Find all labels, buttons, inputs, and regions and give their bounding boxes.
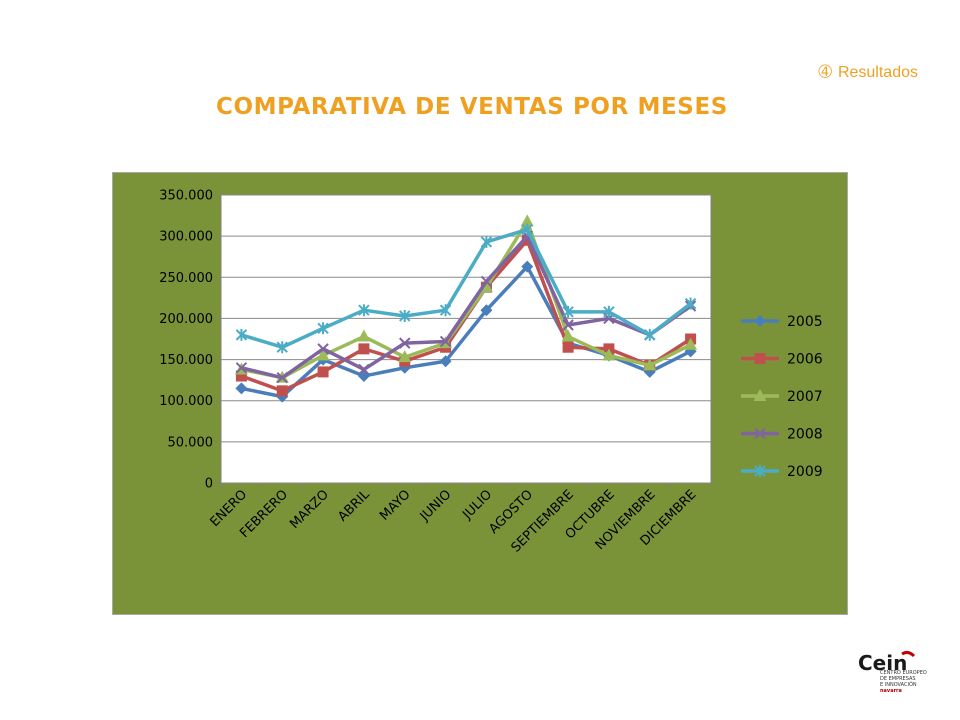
line-chart: 0 50.000 100.000 150.000 200.000 250.000 300.0… <box>159 189 823 556</box>
logo-line1: CENTRO EUROPEO <box>880 670 927 676</box>
data-point-2009 <box>480 235 493 248</box>
y-tick-label: 250.000 <box>159 271 213 286</box>
data-point-2009 <box>521 223 533 236</box>
data-point-2008 <box>317 343 329 355</box>
data-point-2009 <box>439 304 452 317</box>
logo-name: Cein <box>858 651 907 675</box>
chart-area: 0 50.000 100.000 150.000 200.000 250.000 300.0… <box>112 172 848 615</box>
data-point-2008 <box>562 319 574 331</box>
data-point-2006 <box>317 366 329 378</box>
x-tick-label: MARZO <box>287 487 332 532</box>
data-point-2009 <box>684 297 697 310</box>
data-point-2007 <box>520 214 534 227</box>
y-tick-label: 50.000 <box>168 435 214 450</box>
legend-marker-2008 <box>754 427 766 440</box>
data-point-2007 <box>643 358 657 371</box>
data-point-2005 <box>521 260 534 273</box>
legend-marker-2007 <box>753 389 767 401</box>
data-point-2005 <box>235 382 248 395</box>
y-tick-label: 200.000 <box>159 312 213 327</box>
y-tick-label: 350.000 <box>159 189 213 204</box>
data-point-2008 <box>276 371 288 384</box>
data-point-2009 <box>399 309 411 322</box>
x-tick-label: MAYO <box>377 487 413 523</box>
page-title: COMPARATIVA DE VENTAS POR MESES <box>216 94 728 120</box>
data-point-2009 <box>276 341 288 354</box>
y-tick-label: 150.000 <box>159 353 213 368</box>
legend-marker-2005 <box>754 315 766 327</box>
data-point-2005 <box>439 355 452 368</box>
data-point-2005 <box>684 345 697 358</box>
x-tick-label: ABRIL <box>335 487 373 525</box>
legend-marker-2006 <box>754 353 766 364</box>
section-label-text: Resultados <box>837 64 918 81</box>
data-point-2008 <box>439 335 452 348</box>
data-point-2009 <box>317 322 329 335</box>
x-tick-label: JUNIO <box>417 487 455 525</box>
data-point-2008 <box>399 337 411 349</box>
data-point-2007 <box>398 350 412 363</box>
data-point-2008 <box>358 363 370 376</box>
data-point-2005 <box>398 361 411 374</box>
data-point-2007 <box>602 348 616 361</box>
section-bullet-icon: ➃ <box>818 62 832 81</box>
data-point-2008 <box>480 275 493 288</box>
y-tick-label: 0 <box>205 477 213 492</box>
legend-label-2008: 2008 <box>787 427 823 443</box>
data-point-2009 <box>358 304 370 317</box>
logo-line3: E INNOVACIÓN <box>880 682 917 688</box>
data-point-2007 <box>684 337 698 350</box>
logo-line4: navarra <box>880 688 902 694</box>
data-point-2009 <box>644 328 656 341</box>
section-label: ➃ Resultados <box>819 62 918 82</box>
legend-label-2009: 2009 <box>787 464 823 480</box>
plot-area <box>220 194 712 484</box>
legend-label-2005: 2005 <box>787 314 823 330</box>
legend-label-2007: 2007 <box>787 389 823 405</box>
series-line-2008 <box>241 234 692 380</box>
data-point-2008 <box>235 362 248 374</box>
data-point-2007 <box>316 348 330 361</box>
y-tick-label: 100.000 <box>159 394 213 409</box>
logo-line2: DE EMPRESAS <box>880 676 916 682</box>
data-point-2006 <box>358 343 370 355</box>
data-point-2009 <box>603 305 615 318</box>
cein-logo: Cein CENTRO EUROPEO DE EMPRESAS E INNOVA… <box>858 650 938 700</box>
data-point-2006 <box>235 370 247 382</box>
data-point-2006 <box>562 341 574 353</box>
logo-caption: CENTRO EUROPEO DE EMPRESAS E INNOVACIÓN … <box>880 670 927 694</box>
legend-marker-2009 <box>754 465 766 477</box>
x-tick-label: JULIO <box>459 487 495 523</box>
logo-swoosh <box>901 650 916 658</box>
series-line-2009 <box>240 227 692 349</box>
data-point-2009 <box>235 328 248 341</box>
data-point-2006 <box>276 385 288 397</box>
data-point-2005 <box>480 304 493 317</box>
y-tick-label: 300.000 <box>159 230 213 245</box>
data-point-2007 <box>357 329 371 342</box>
legend-label-2006: 2006 <box>787 352 823 368</box>
data-point-2007 <box>561 329 575 342</box>
series-line-2007 <box>241 219 692 380</box>
cein-logo-icon: Cein <box>858 650 916 675</box>
data-point-2009 <box>562 305 574 318</box>
